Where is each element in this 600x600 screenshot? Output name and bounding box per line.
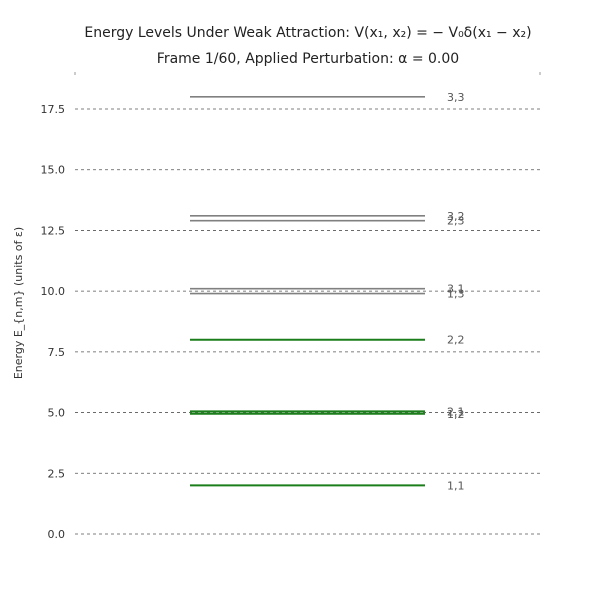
y-tick-label: 2.5 <box>48 467 66 480</box>
energy-level-label-2-3: 2,3 <box>447 215 465 228</box>
energy-level-label-1-3: 1,3 <box>447 288 465 301</box>
energy-level-label-3-3: 3,3 <box>447 91 465 104</box>
chart-title-line2: Frame 1/60, Applied Perturbation: α = 0.… <box>157 51 459 67</box>
y-tick-label: 17.5 <box>41 103 66 116</box>
grid-group <box>74 72 541 535</box>
y-tick-label: 5.0 <box>48 407 66 420</box>
energy-level-label-3-1: 3,1 <box>447 283 465 296</box>
energy-level-label-1-2: 1,2 <box>447 408 465 421</box>
energy-level-label-1-1: 1,1 <box>447 479 465 492</box>
y-tick-label: 7.5 <box>48 346 66 359</box>
energy-level-label-2-1: 2,1 <box>447 405 465 418</box>
energy-level-label-2-2: 2,2 <box>447 334 465 347</box>
y-axis-label: Energy E_{n,m} (units of ε) <box>12 227 25 379</box>
y-tick-label: 12.5 <box>41 224 66 237</box>
energy-levels <box>190 96 425 487</box>
y-tick-label: 0.0 <box>48 528 66 541</box>
y-tick-labels: 0.0 2.5 5.0 7.5 10.0 12.5 15.0 17.5 <box>41 103 66 541</box>
energy-level-labels: 1,1 1,22,1 2,2 1,33,1 2,33,2 3,3 <box>447 91 465 493</box>
y-tick-label: 15.0 <box>41 164 66 177</box>
energy-level-label-3-2: 3,2 <box>447 210 465 223</box>
y-tick-label: 10.0 <box>41 285 66 298</box>
chart-title-line1: Energy Levels Under Weak Attraction: V(x… <box>84 25 531 41</box>
